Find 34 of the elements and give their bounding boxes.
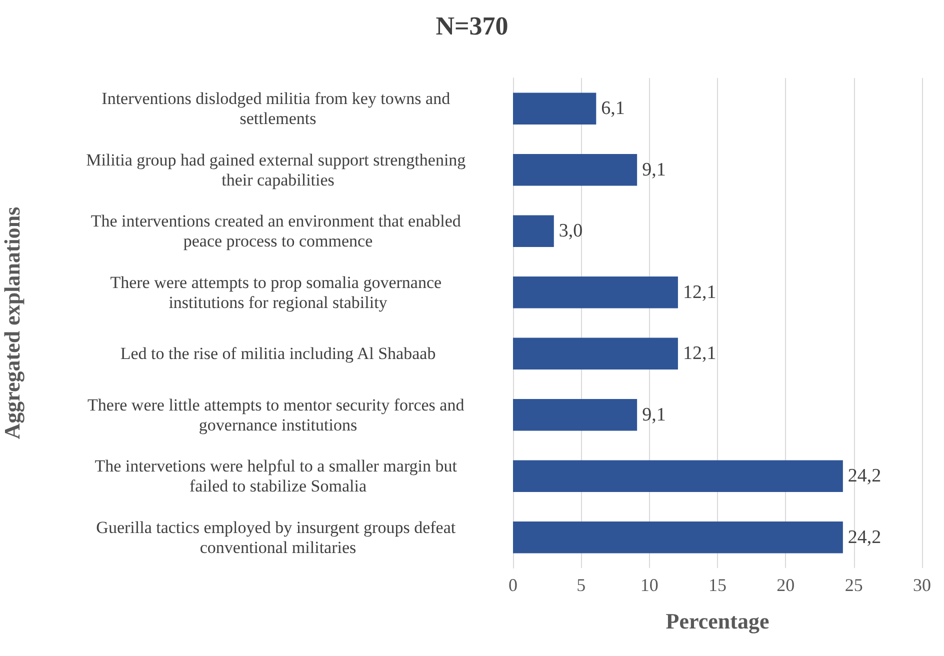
data-label: 9,1 <box>642 404 666 426</box>
x-tick-label: 30 <box>913 575 931 595</box>
data-label: 12,1 <box>682 282 716 303</box>
bar <box>513 398 638 431</box>
y-tick-label: Led to the rise of militia including Al Shabaab <box>120 344 436 364</box>
y-tick-label: The interventions created an environment that enabled peace process to commence <box>90 212 466 251</box>
y-tick-label: The intervetions were helpful to a smaller margin but failed to stabilize Somalia <box>94 456 462 496</box>
y-tick-label: There were little attempts to mentor security forces and governance institutions <box>88 395 468 434</box>
y-tick-label: Interventions dislodged militia from key towns and settlements <box>102 89 454 128</box>
bar <box>513 338 678 370</box>
data-label: 24,2 <box>848 526 882 548</box>
data-label: 3,0 <box>558 220 583 242</box>
bar <box>513 92 596 125</box>
x-tick-label: 10 <box>640 575 658 595</box>
x-tick-label: 15 <box>708 575 726 595</box>
x-tick-label: 5 <box>576 575 586 595</box>
data-label: 24,2 <box>848 466 882 487</box>
data-label: 6,1 <box>601 98 625 120</box>
y-tick-label: Militia group had gained external support strengthening their capabilities <box>86 150 470 190</box>
bar <box>513 460 843 492</box>
bar <box>513 215 554 248</box>
x-tick-label: 0 <box>508 575 518 595</box>
data-label: 9,1 <box>642 159 666 180</box>
x-tick-label: 25 <box>844 575 863 595</box>
y-tick-label: Guerilla tactics employed by insurgent groups defeat conventional militaries <box>96 518 460 557</box>
x-tick-label: 20 <box>776 575 795 595</box>
bar <box>513 521 843 554</box>
bar <box>513 276 678 308</box>
y-axis-title: Aggregated explanations <box>0 206 24 440</box>
chart-title: N=370 <box>436 12 508 40</box>
bar <box>513 154 638 186</box>
data-label: 12,1 <box>682 343 716 364</box>
x-axis-title: Percentage <box>666 608 770 634</box>
y-tick-label: There were attempts to prop somalia governance institutions for regional stability <box>110 272 446 312</box>
